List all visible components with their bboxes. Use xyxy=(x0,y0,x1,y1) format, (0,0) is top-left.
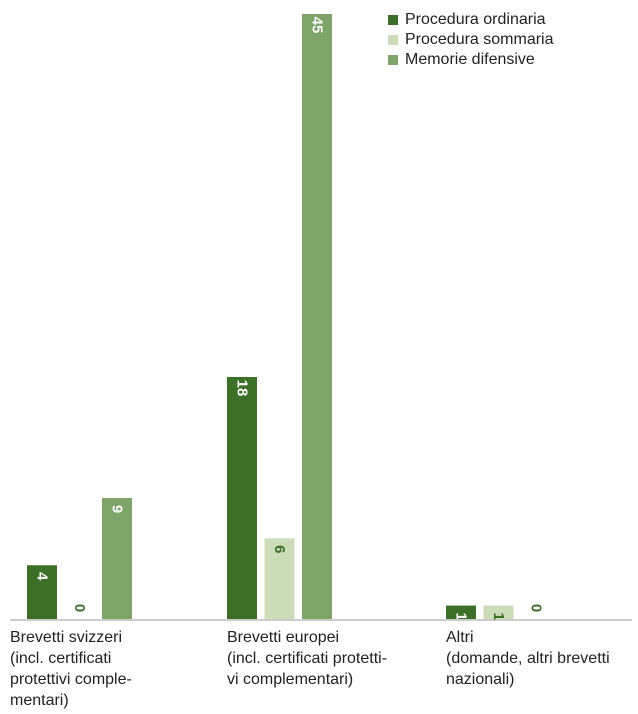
bar-ordinaria-others xyxy=(446,605,476,619)
data-label-memorie-others: 0 xyxy=(528,604,545,612)
legend-label: Memorie difensive xyxy=(405,51,535,68)
legend-item-memorie: Memorie difensive xyxy=(388,50,554,70)
legend-swatch xyxy=(388,15,398,25)
bar-sommaria-others xyxy=(483,605,514,619)
category-label-line: nazionali) xyxy=(446,671,515,688)
category-label-line: mentari) xyxy=(10,692,69,709)
data-label-memorie-european: 45 xyxy=(309,17,326,34)
legend-label: Procedura ordinaria xyxy=(405,11,546,28)
bars-group: 4 18 1 0 6 1 9 45 0 xyxy=(27,14,545,621)
category-label-line: Brevetti svizzeri xyxy=(10,629,123,646)
category-label-line: (domande, altri brevetti xyxy=(446,650,610,667)
category-label-line: Brevetti europei xyxy=(227,629,340,646)
category-label-line: (incl. certificati protetti- xyxy=(227,650,388,667)
data-label-sommaria-swiss: 0 xyxy=(71,604,88,612)
bar-ordinaria-european xyxy=(227,377,257,619)
bar-ordinaria-swiss xyxy=(27,565,57,619)
category-label-line: vi complementari) xyxy=(227,671,354,688)
category-label-line: (incl. certificati xyxy=(10,650,112,667)
bar-memorie-european xyxy=(302,14,332,619)
bar-memorie-swiss xyxy=(102,498,132,619)
data-label-sommaria-european: 6 xyxy=(271,545,288,553)
category-label-swiss: Brevetti svizzeri (incl. certificati pro… xyxy=(10,627,132,711)
data-label-memorie-swiss: 9 xyxy=(109,505,126,513)
data-label-ordinaria-others: 1 xyxy=(453,612,470,620)
legend-item-ordinaria: Procedura ordinaria xyxy=(388,10,554,30)
category-label-european: Brevetti europei (incl. certificati prot… xyxy=(227,627,387,690)
category-label-others: Altri (domande, altri brevetti nazionali… xyxy=(446,627,610,690)
data-label-ordinaria-european: 18 xyxy=(234,380,251,397)
data-label-sommaria-others: 1 xyxy=(490,612,507,620)
legend-label: Procedura sommaria xyxy=(405,31,554,48)
legend-swatch xyxy=(388,35,398,45)
legend-swatch xyxy=(388,55,398,65)
category-label-line: Altri xyxy=(446,629,474,646)
legend-item-sommaria: Procedura sommaria xyxy=(388,30,554,50)
data-label-ordinaria-swiss: 4 xyxy=(34,572,51,581)
legend: Procedura ordinaria Procedura sommaria M… xyxy=(388,10,554,70)
bar-sommaria-european xyxy=(264,538,295,619)
category-label-line: protettivi comple- xyxy=(10,671,132,688)
